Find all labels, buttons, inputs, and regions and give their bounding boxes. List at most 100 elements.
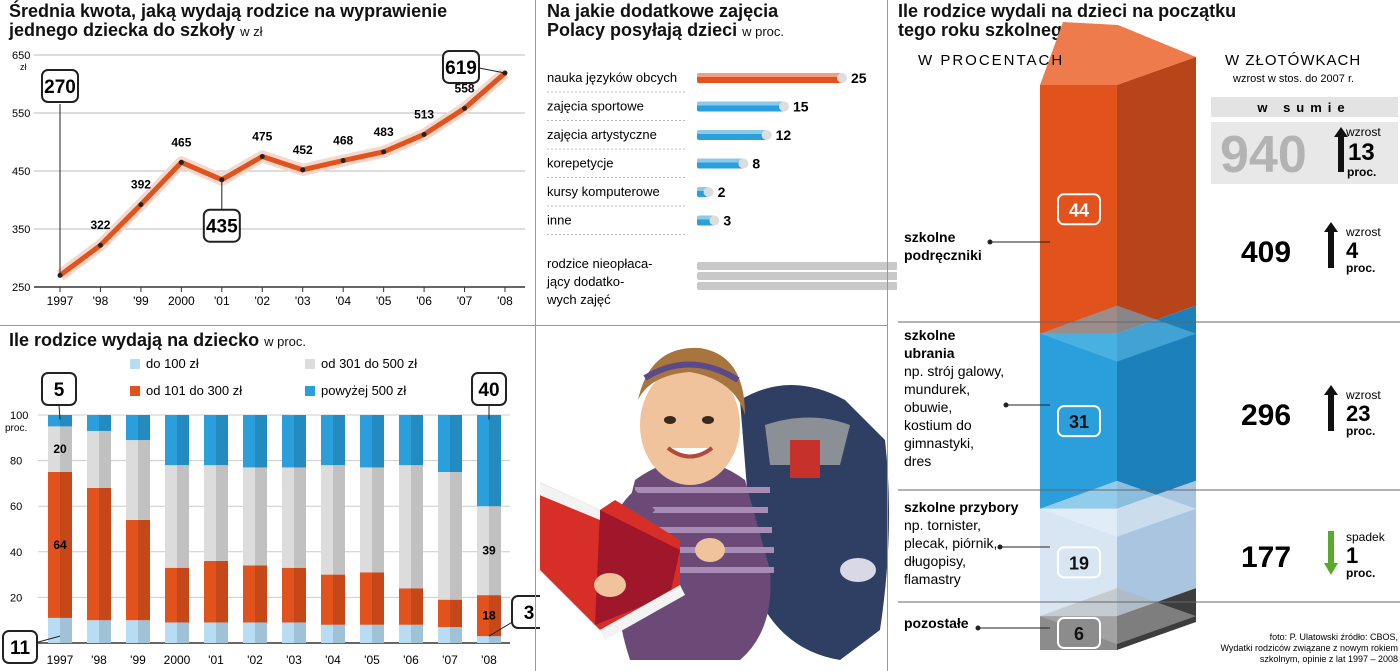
spending-chart: 44 31 19 6 W PROCENTACH W ZŁOTÓWKACH wzrost w … (898, 22, 1400, 664)
y-tick-label: 350 (12, 224, 30, 236)
legend-label: od 101 do 300 zł (146, 383, 242, 398)
stack-segment-shade (372, 467, 384, 573)
percent-box (1057, 617, 1101, 650)
stack-segment (438, 415, 462, 472)
row-description: plecak, piórnik, (904, 535, 997, 551)
leader-dot (1003, 402, 1009, 408)
data-point (97, 242, 103, 248)
series-line (58, 71, 507, 278)
divider-vertical-right (887, 0, 888, 671)
bar-cap (709, 215, 720, 226)
y-tick-label: 550 (12, 108, 30, 120)
stack-segment-shade (60, 426, 72, 472)
credit-line: Wydatki rodziców związane z nowym rokiem (1221, 643, 1398, 653)
x-tick-label: '02 (254, 294, 270, 308)
y-tick-label: 20 (10, 592, 22, 604)
stack-segment (282, 415, 306, 468)
total-change-unit: proc. (1347, 165, 1376, 179)
change-unit: proc. (1346, 424, 1375, 438)
stack-segment-shade (138, 440, 150, 520)
stack-segment (48, 415, 72, 427)
stack-segment-shade (138, 620, 150, 643)
legend-swatch (305, 386, 315, 396)
stack-segment (126, 620, 150, 643)
legend-label: powyżej 500 zł (321, 383, 406, 398)
stack-segment-shade (294, 415, 306, 468)
stack-segment (438, 599, 462, 628)
stack-segment-shade (333, 574, 345, 625)
category-label-unpaid: jący dodatko- (546, 274, 624, 289)
row-title: ubrania (904, 345, 955, 361)
stack-segment (477, 636, 501, 643)
change-value: 23 (1346, 401, 1370, 426)
stack-segment (399, 415, 423, 466)
row-description: gimnastyki, (904, 435, 974, 451)
up-arrow-icon (1334, 127, 1348, 172)
divider-vertical-left (535, 0, 536, 671)
stacked-chart: do 100 zł od 101 do 300 zł od 301 do 500 z… (2, 356, 540, 667)
activities-title-line2: Polacy posyłają dzieci w proc. (547, 20, 785, 40)
stack-segment-shade (450, 599, 462, 628)
x-tick-label: '06 (416, 294, 432, 308)
y-tick-label: 80 (10, 456, 22, 468)
stacked-unit: w proc. (264, 334, 307, 349)
column-top (1040, 22, 1196, 85)
stack-segment-shade (372, 572, 384, 625)
callout-label: 3 (524, 603, 535, 624)
bar-unpaid (697, 282, 897, 290)
stack-segment (438, 472, 462, 600)
stack-segment-shade (294, 567, 306, 623)
callout-box (2, 630, 38, 664)
legend-swatch (305, 359, 315, 369)
stack-segment (48, 472, 72, 618)
stack-segment-shade (216, 622, 228, 643)
callout-line (478, 67, 506, 74)
row-description: kostium do (904, 417, 972, 433)
stack-segment (399, 588, 423, 625)
category-label: nauka języków obcych (547, 70, 677, 85)
category-label: korepetycje (547, 156, 613, 171)
x-tick-label: '03 (295, 294, 311, 308)
x-tick-label: '06 (403, 653, 419, 667)
bar-cap (761, 130, 772, 140)
stack-segment-shade (60, 617, 72, 643)
sum-banner (1211, 97, 1398, 117)
stack-segment-shade (411, 415, 423, 466)
data-label: 475 (252, 130, 272, 144)
percent-box (1057, 546, 1101, 579)
x-tick-label: 1997 (47, 653, 74, 667)
up-arrow-icon (1324, 222, 1338, 268)
column-segment-side (1117, 57, 1196, 334)
stack-segment (360, 572, 384, 625)
x-tick-label: 2000 (164, 653, 191, 667)
stack-segment-shade (372, 624, 384, 643)
stack-segment (399, 465, 423, 589)
data-label: 483 (374, 125, 394, 139)
bar-cap (837, 73, 847, 83)
line-shadow (56, 68, 509, 281)
x-tick-label: '04 (325, 653, 341, 667)
stack-segment-shade (294, 622, 306, 643)
stack-segment (165, 567, 189, 623)
row-description: np. tornister, (904, 517, 981, 533)
x-tick-label: '08 (481, 653, 497, 667)
stack-segment (321, 465, 345, 575)
credit-line: szkolnym, opinie z lat 1997 – 2008 (1260, 654, 1398, 664)
stack-segment-shade (138, 519, 150, 621)
stack-segment-shade (372, 415, 384, 468)
pln-value: 177 (1241, 541, 1291, 574)
activities-chart-title: Na jakie dodatkowe zajęcia Polacy posyła… (547, 2, 784, 41)
change-word: spadek (1346, 530, 1386, 544)
activities-unit: w proc. (742, 24, 785, 39)
stack-segment-shade (333, 465, 345, 575)
stack-segment-shade (60, 472, 72, 618)
data-label: 392 (131, 178, 151, 192)
change-unit: proc. (1346, 566, 1375, 580)
data-label: 452 (293, 143, 313, 157)
stack-segment-shade (489, 595, 501, 637)
stack-segment (243, 467, 267, 566)
leader-dot (975, 625, 981, 631)
stack-segment-shade (99, 620, 111, 643)
stack-segment-shade (255, 415, 267, 468)
callout-label: 435 (206, 217, 238, 238)
